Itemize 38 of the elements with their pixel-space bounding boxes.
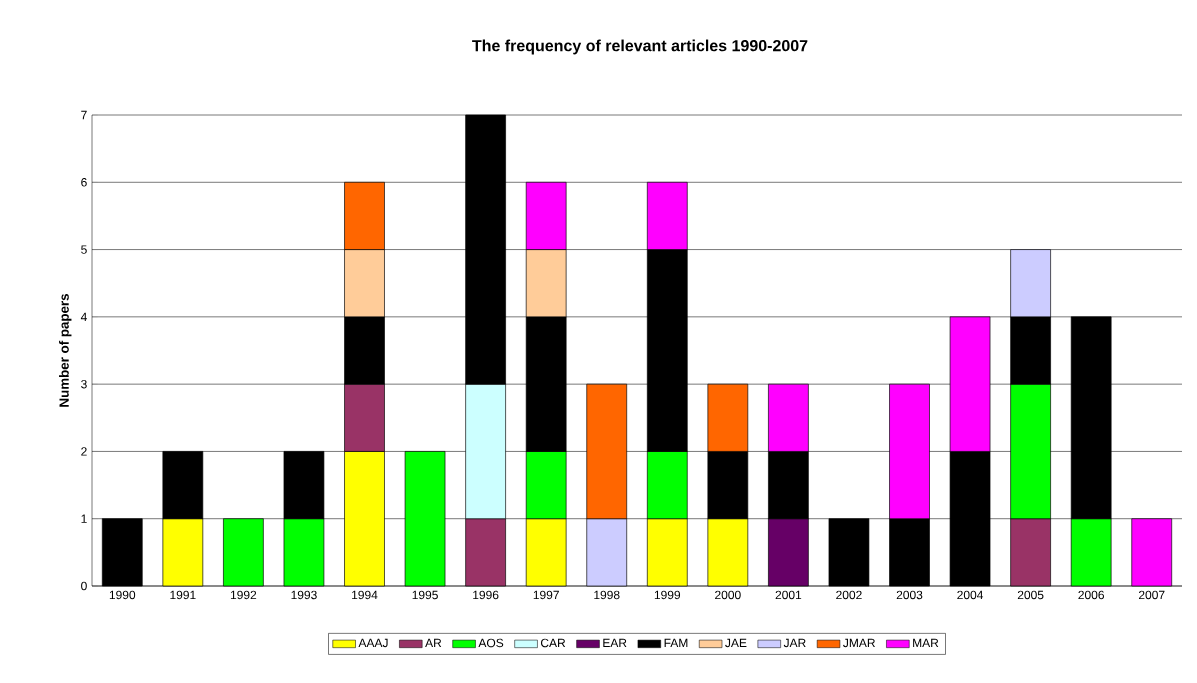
x-tick-label: 2001 — [775, 590, 802, 600]
x-tick-label: 2006 — [1078, 590, 1104, 600]
x-tick-label: 1999 — [654, 590, 681, 600]
y-tick-label: 3 — [81, 379, 87, 389]
x-tick-label: 1990 — [109, 590, 136, 600]
x-tick-label: 1993 — [291, 590, 317, 600]
legend-label: JAE — [725, 638, 747, 648]
x-tick-label: 2000 — [715, 590, 741, 600]
legend-label: FAM — [664, 638, 688, 648]
y-tick-label: 2 — [81, 447, 87, 456]
legend-label: AOS — [478, 638, 504, 648]
x-tick-label: 2002 — [836, 590, 862, 600]
y-tick-label: 0 — [81, 581, 87, 591]
y-tick-label: 1 — [81, 514, 87, 523]
legend-label: CAR — [540, 638, 566, 648]
x-tick-label: 2004 — [957, 590, 984, 600]
legend-label: JMAR — [843, 638, 875, 648]
x-tick-label: 1998 — [594, 590, 620, 600]
x-tick-label: 2005 — [1017, 590, 1044, 600]
x-tick-label: 1994 — [352, 590, 378, 600]
chart-title: The frequency of relevant articles 1990-2007 — [472, 39, 808, 55]
x-tick-label: 1992 — [230, 590, 257, 600]
x-tick-label: 1996 — [473, 590, 499, 600]
x-tick-label: 1991 — [170, 590, 196, 600]
legend-label: JAR — [783, 638, 806, 648]
legend-label: EAR — [603, 638, 627, 648]
y-axis-title: Number of papers — [59, 294, 72, 407]
x-tick-label: 2003 — [896, 590, 923, 600]
x-tick-label: 1997 — [533, 590, 559, 600]
x-tick-label: 1995 — [412, 590, 438, 600]
legend-label: MAR — [913, 638, 939, 648]
y-tick-label: 7 — [81, 110, 87, 120]
x-tick-label: 2007 — [1138, 590, 1165, 600]
y-tick-label: 6 — [81, 178, 87, 187]
legend-label: AAAJ — [358, 638, 388, 648]
y-tick-label: 5 — [81, 245, 87, 254]
y-tick-label: 4 — [80, 312, 87, 321]
legend-label: AR — [425, 638, 442, 648]
